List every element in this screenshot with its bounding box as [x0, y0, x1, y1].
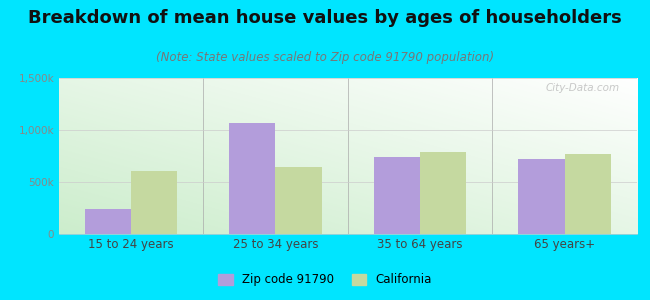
Bar	[131, 171, 177, 234]
Bar	[519, 159, 565, 234]
Bar	[420, 152, 466, 234]
Bar	[276, 167, 322, 234]
Bar	[565, 154, 611, 234]
Bar	[84, 209, 131, 234]
Text: City-Data.com: City-Data.com	[545, 83, 619, 93]
Text: Breakdown of mean house values by ages of householders: Breakdown of mean house values by ages o…	[28, 9, 622, 27]
Legend: Zip code 91790, California: Zip code 91790, California	[214, 269, 436, 291]
Text: (Note: State values scaled to Zip code 91790 population): (Note: State values scaled to Zip code 9…	[156, 51, 494, 64]
Bar	[374, 157, 420, 234]
Bar	[229, 123, 276, 234]
